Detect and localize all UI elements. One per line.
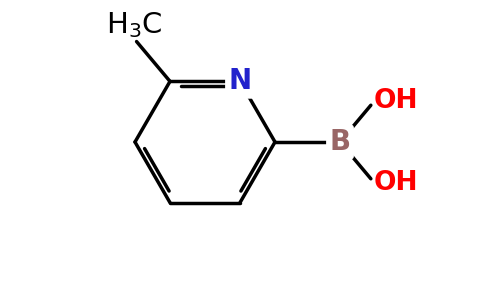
Text: N: N — [228, 68, 252, 95]
Text: OH: OH — [374, 170, 418, 196]
Text: B: B — [330, 128, 350, 156]
Text: $\mathsf{H_3C}$: $\mathsf{H_3C}$ — [106, 11, 163, 40]
Text: OH: OH — [374, 88, 418, 114]
